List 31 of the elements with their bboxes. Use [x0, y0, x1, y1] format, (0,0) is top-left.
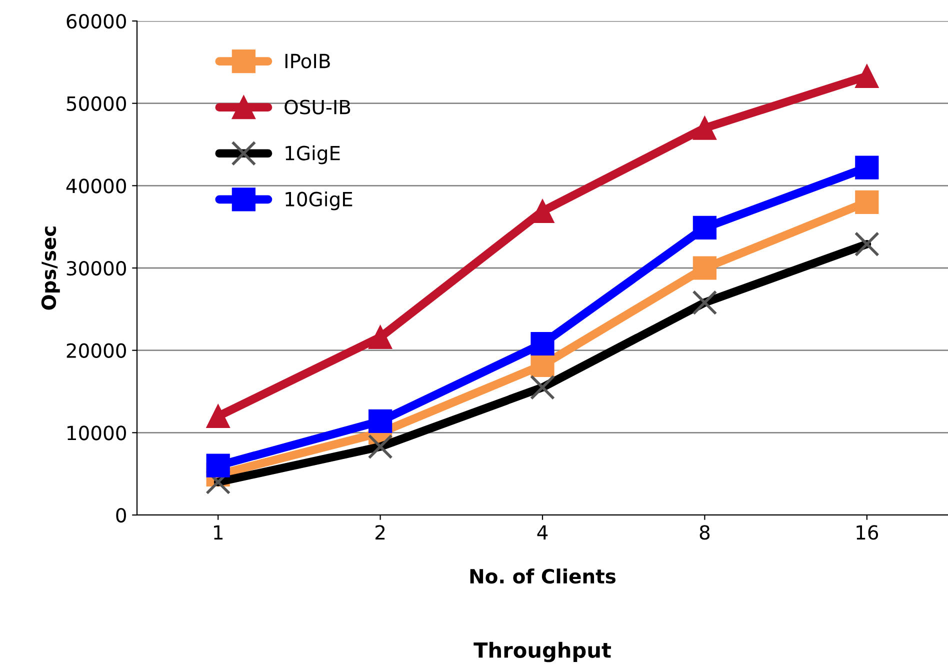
point	[206, 404, 230, 428]
text: Throughput	[474, 642, 611, 662]
y-axis-title: Ops/sec	[41, 226, 60, 310]
x-tick-label: 4	[537, 525, 548, 540]
point	[855, 156, 879, 180]
y-tick-label: 50000	[66, 96, 126, 111]
x-axis-title: No. of Clients	[470, 568, 616, 584]
legend-label: 1GigE	[286, 145, 340, 164]
legend-label: 10GigE	[286, 191, 352, 210]
y-tick-label: 20000	[66, 343, 126, 358]
legend-label: IPoIB	[285, 54, 330, 68]
point	[206, 454, 230, 478]
point	[692, 216, 717, 240]
y-tick-label: 40000	[66, 178, 126, 194]
x-tick-label: 8	[700, 525, 710, 540]
point	[855, 190, 879, 214]
point	[530, 332, 554, 356]
x-tick-label: 16	[856, 525, 878, 540]
y-tick-label: 0	[116, 508, 126, 523]
y-tick-label: 60000	[66, 14, 126, 29]
point	[530, 353, 554, 377]
legend-label: OSU-IB	[284, 100, 350, 114]
x-tick-label: 1	[214, 525, 222, 540]
point	[855, 64, 879, 88]
x-tick-label: 2	[376, 525, 385, 540]
point	[368, 325, 392, 349]
point	[368, 409, 392, 433]
y-tick-label: 10000	[68, 426, 126, 440]
point	[692, 116, 717, 140]
y-tick-label: 30000	[66, 260, 126, 276]
point	[692, 256, 717, 280]
